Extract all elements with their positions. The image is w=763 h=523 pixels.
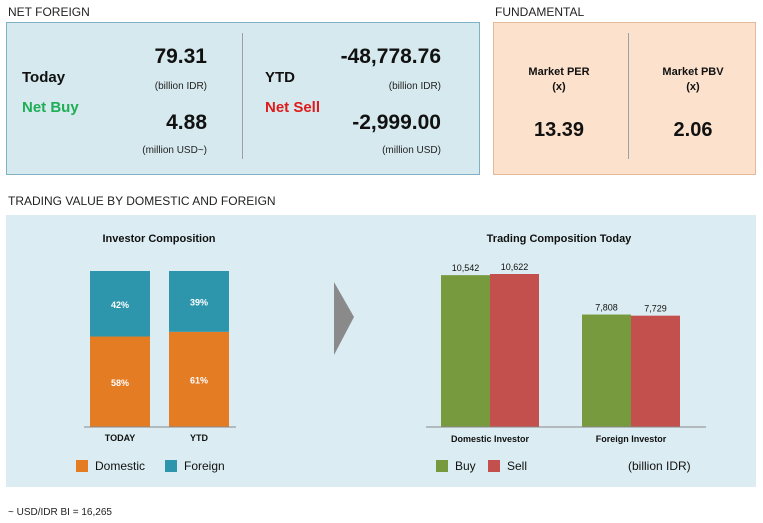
net-foreign-panel: Today Net Buy 79.31 (billion IDR) 4.88 (… [6,22,480,175]
ytd-value-usd: -2,999.00 [352,111,441,134]
ytd-unit-idr: (billion IDR) [388,81,441,92]
market-per-name: Market PER [528,66,590,78]
fundamental-panel: Market PER (x) 13.39 Market PBV (x) 2.06 [493,22,756,175]
arrow-right-icon [334,282,354,355]
legend-sell-label: Sell [507,459,528,473]
bar-label-domestic-ytd: 61% [190,375,208,385]
net-foreign-divider [242,33,243,159]
bar-buy-domestic [441,275,490,427]
market-pbv-label: Market PBV (x) [633,65,753,95]
market-per-value: 13.39 [533,119,585,141]
legend-domestic-swatch [76,460,88,472]
today-label: Today [22,69,66,86]
legend-sell: Sell [488,459,527,473]
stacked-bar-domestic-today [90,336,150,427]
legend-foreign-label: Foreign [184,459,225,473]
investor-composition-title: Investor Composition [102,233,216,245]
bar-sell-foreign [631,315,680,427]
ytd-value-idr: -48,778.76 [340,45,441,68]
today-unit-idr: (billion IDR) [154,81,207,92]
ytd-unit-usd: (million USD) [382,145,441,156]
legend-foreign: Foreign [165,459,225,473]
bar-sell-domestic [490,274,539,427]
tick-label-today: TODAY [105,433,136,443]
ytd-net-sell-label: Net Sell [265,99,321,116]
ytd-label: YTD [265,69,295,86]
trading-value-panel: Investor Composition Trading Composition… [6,215,756,487]
today-value-idr: 79.31 [154,45,207,68]
trading-composition-title: Trading Composition Today [486,233,632,245]
legend-domestic-label: Domestic [95,459,146,473]
tick-label-foreign-investor: Foreign Investor [596,434,667,444]
legend-buy: Buy [436,459,476,473]
unit-note: (billion IDR) [628,459,691,473]
data-label-buy-domestic: 10,542 [452,263,480,273]
stacked-bar-domestic-ytd [169,331,229,427]
charts-svg: 58% 42% TODAY 61% 39% YTD 10,542 10,622 Domesti… [84,262,706,444]
market-pbv-unit: (x) [686,81,700,93]
stacked-bar-foreign-today [90,271,150,337]
data-label-sell-foreign: 7,729 [644,304,667,314]
market-per-label: Market PER (x) [499,65,619,95]
tick-label-ytd: YTD [190,433,209,443]
legend-buy-label: Buy [455,459,476,473]
today-value-usd: 4.88 [166,111,207,134]
legend-foreign-swatch [165,460,177,472]
today-net-buy-label: Net Buy [22,99,79,116]
net-foreign-title: NET FOREIGN [8,5,90,19]
fundamental-divider [628,33,629,159]
today-unit-usd: (million USD~) [142,145,207,156]
legend-buy-swatch [436,460,448,472]
bar-label-domestic-today: 58% [111,378,129,388]
stacked-bar-foreign-ytd [169,271,229,332]
legend-sell-swatch [488,460,500,472]
data-label-buy-foreign: 7,808 [595,303,618,313]
legend-domestic: Domestic [76,459,145,473]
bar-label-foreign-today: 42% [111,300,129,310]
footnote: ~ USD/IDR BI = 16,265 [8,507,112,518]
bar-buy-foreign [582,314,631,427]
tick-label-domestic-investor: Domestic Investor [451,434,530,444]
fundamental-title: FUNDAMENTAL [495,5,585,19]
market-per-unit: (x) [552,81,566,93]
market-pbv-value: 2.06 [673,119,713,141]
bar-label-foreign-ytd: 39% [190,297,208,307]
trading-value-title: TRADING VALUE BY DOMESTIC AND FOREIGN [8,194,276,208]
data-label-sell-domestic: 10,622 [501,262,529,272]
market-pbv-name: Market PBV [662,66,724,78]
